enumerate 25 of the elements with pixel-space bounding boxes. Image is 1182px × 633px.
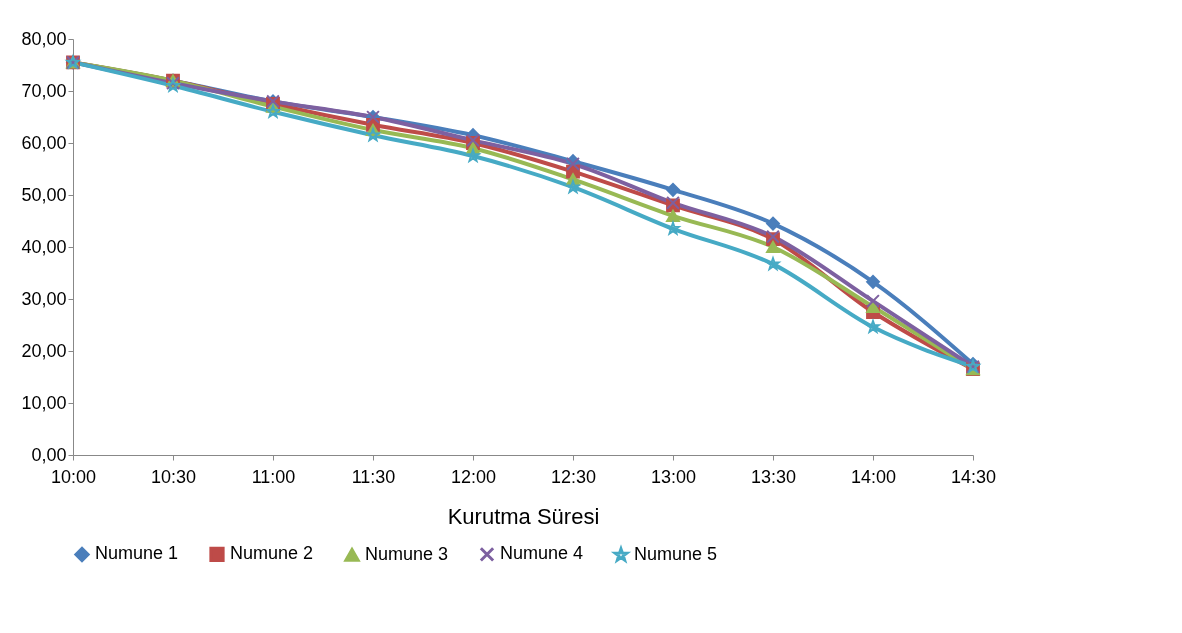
y-tick-label: 10,00 [21, 392, 67, 413]
legend-label: Numune 5 [634, 544, 718, 565]
y-tick-label: 20,00 [21, 340, 67, 361]
y-tick-label: 60,00 [21, 132, 67, 153]
x-tick-label: 13:00 [650, 466, 697, 487]
y-tick-label: 30,00 [21, 288, 67, 309]
x-tick-label: 11:00 [251, 466, 296, 487]
y-tick-label: 50,00 [21, 184, 67, 205]
x-tick-label: 13:30 [750, 466, 797, 487]
legend-label: Numune 2 [230, 543, 314, 564]
x-tick-label: 10:30 [150, 466, 197, 487]
x-tick-label: 14:00 [850, 466, 897, 487]
legend-label: Numune 4 [500, 543, 584, 564]
y-tick-label: 40,00 [21, 236, 67, 257]
x-tick-label: 12:30 [550, 466, 597, 487]
y-tick-label: 0,00 [31, 444, 67, 465]
x-tick-label: 14:30 [950, 466, 997, 487]
x-tick-label: 12:00 [450, 466, 497, 487]
legend-label: Numune 3 [365, 543, 449, 564]
y-tick-label: 80,00 [21, 28, 67, 49]
x-tick-label: 11:30 [351, 466, 396, 487]
x-axis-title: Kurutma Süresi [447, 503, 600, 529]
y-tick-label: 70,00 [21, 80, 67, 101]
legend-label: Numune 1 [95, 543, 179, 564]
x-tick-label: 10:00 [50, 466, 97, 487]
